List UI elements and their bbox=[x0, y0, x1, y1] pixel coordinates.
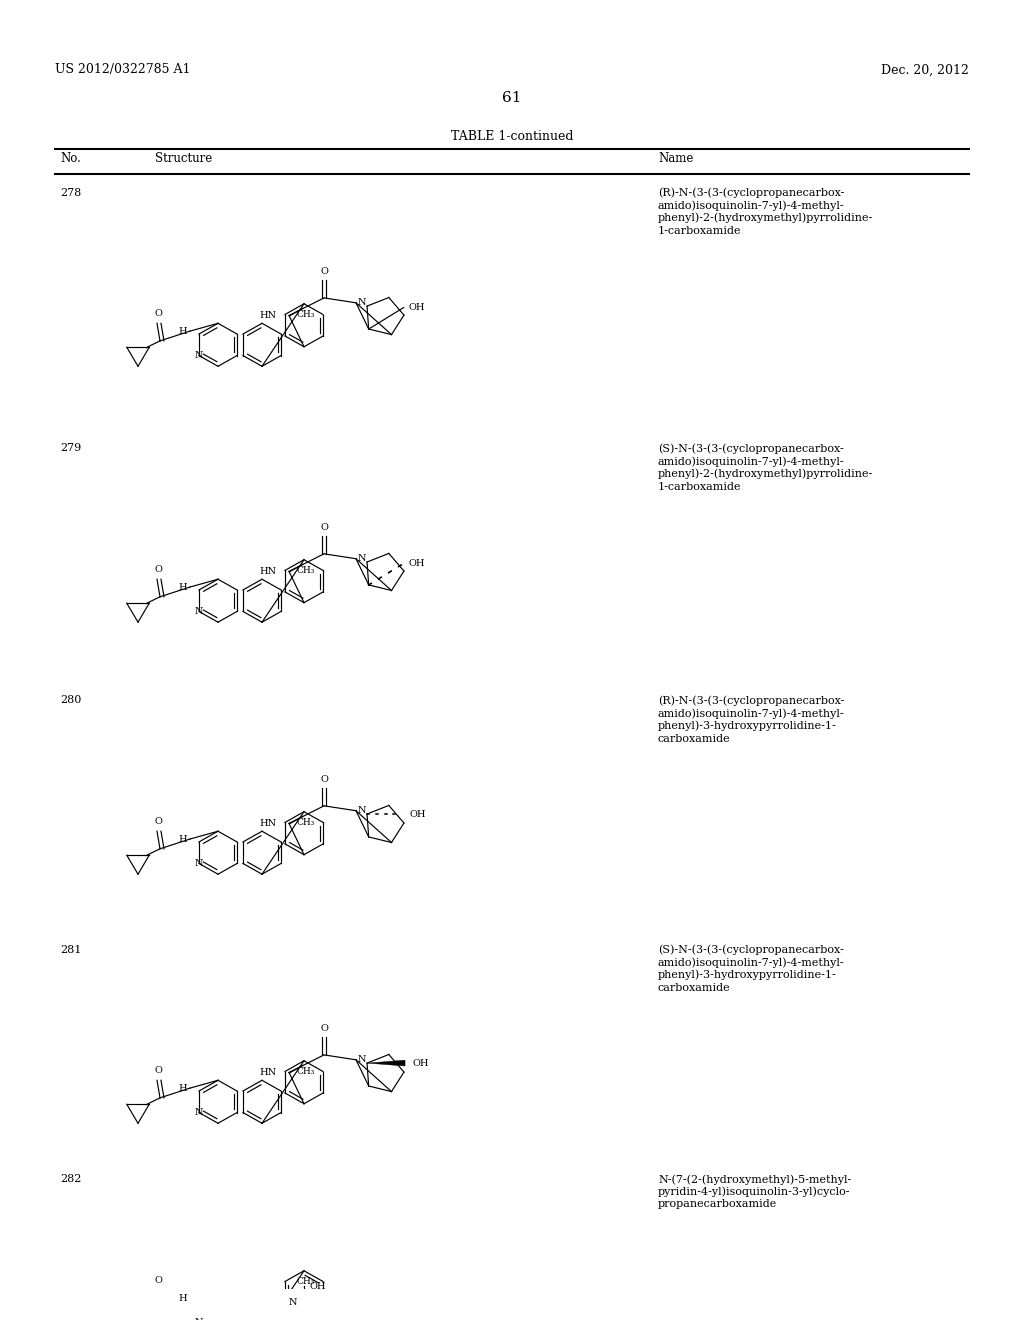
Text: N: N bbox=[195, 607, 203, 616]
Text: Name: Name bbox=[658, 152, 693, 165]
Text: US 2012/0322785 A1: US 2012/0322785 A1 bbox=[55, 63, 190, 77]
Text: carboxamide: carboxamide bbox=[658, 982, 731, 993]
Text: (R)-N-(3-(3-(cyclopropanecarbox-: (R)-N-(3-(3-(cyclopropanecarbox- bbox=[658, 187, 845, 198]
Text: Structure: Structure bbox=[155, 152, 212, 165]
Text: H: H bbox=[178, 582, 187, 591]
Text: (S)-N-(3-(3-(cyclopropanecarbox-: (S)-N-(3-(3-(cyclopropanecarbox- bbox=[658, 945, 844, 956]
Text: amido)isoquinolin-7-yl)-4-methyl-: amido)isoquinolin-7-yl)-4-methyl- bbox=[658, 957, 845, 968]
Text: phenyl)-3-hydroxypyrrolidine-1-: phenyl)-3-hydroxypyrrolidine-1- bbox=[658, 721, 837, 731]
Text: No.: No. bbox=[60, 152, 81, 165]
Text: OH: OH bbox=[409, 304, 425, 312]
Text: Dec. 20, 2012: Dec. 20, 2012 bbox=[881, 63, 969, 77]
Text: (S)-N-(3-(3-(cyclopropanecarbox-: (S)-N-(3-(3-(cyclopropanecarbox- bbox=[658, 444, 844, 454]
Text: HN: HN bbox=[260, 312, 278, 319]
Text: HN: HN bbox=[260, 566, 278, 576]
Text: OH: OH bbox=[409, 558, 425, 568]
Text: phenyl)-3-hydroxypyrrolidine-1-: phenyl)-3-hydroxypyrrolidine-1- bbox=[658, 970, 837, 981]
Text: amido)isoquinolin-7-yl)-4-methyl-: amido)isoquinolin-7-yl)-4-methyl- bbox=[658, 201, 845, 211]
Text: carboxamide: carboxamide bbox=[658, 734, 731, 743]
Text: H: H bbox=[178, 1084, 187, 1093]
Text: N: N bbox=[195, 1319, 203, 1320]
Text: N: N bbox=[358, 807, 367, 816]
Text: amido)isoquinolin-7-yl)-4-methyl-: amido)isoquinolin-7-yl)-4-methyl- bbox=[658, 708, 845, 718]
Text: H: H bbox=[178, 834, 187, 843]
Text: CH₃: CH₃ bbox=[297, 566, 315, 576]
Text: N: N bbox=[195, 351, 203, 360]
Text: CH₃: CH₃ bbox=[297, 310, 315, 319]
Text: H: H bbox=[178, 326, 187, 335]
Text: N-(7-(2-(hydroxymethyl)-5-methyl-: N-(7-(2-(hydroxymethyl)-5-methyl- bbox=[658, 1173, 851, 1184]
Text: N: N bbox=[358, 554, 367, 564]
Text: N: N bbox=[195, 859, 203, 869]
Text: O: O bbox=[321, 775, 328, 784]
Text: propanecarboxamide: propanecarboxamide bbox=[658, 1200, 777, 1209]
Text: 1-carboxamide: 1-carboxamide bbox=[658, 482, 741, 491]
Text: O: O bbox=[321, 1024, 328, 1034]
Text: CH₃: CH₃ bbox=[297, 1276, 315, 1286]
Polygon shape bbox=[367, 1060, 406, 1067]
Text: O: O bbox=[154, 817, 162, 826]
Text: amido)isoquinolin-7-yl)-4-methyl-: amido)isoquinolin-7-yl)-4-methyl- bbox=[658, 457, 845, 467]
Text: CH₃: CH₃ bbox=[297, 818, 315, 826]
Text: O: O bbox=[154, 309, 162, 318]
Text: HN: HN bbox=[260, 1068, 278, 1077]
Text: OH: OH bbox=[309, 1282, 326, 1291]
Text: TABLE 1-continued: TABLE 1-continued bbox=[451, 129, 573, 143]
Text: 1-carboxamide: 1-carboxamide bbox=[658, 226, 741, 236]
Text: N: N bbox=[358, 298, 367, 308]
Text: 281: 281 bbox=[60, 945, 81, 954]
Text: CH₃: CH₃ bbox=[297, 1067, 315, 1076]
Text: pyridin-4-yl)isoquinolin-3-yl)cyclo-: pyridin-4-yl)isoquinolin-3-yl)cyclo- bbox=[658, 1187, 851, 1197]
Text: O: O bbox=[321, 268, 328, 276]
Text: O: O bbox=[321, 523, 328, 532]
Text: 279: 279 bbox=[60, 444, 81, 454]
Text: O: O bbox=[154, 565, 162, 574]
Text: N: N bbox=[195, 1107, 203, 1117]
Text: (R)-N-(3-(3-(cyclopropanecarbox-: (R)-N-(3-(3-(cyclopropanecarbox- bbox=[658, 696, 845, 706]
Text: 280: 280 bbox=[60, 696, 81, 705]
Text: phenyl)-2-(hydroxymethyl)pyrrolidine-: phenyl)-2-(hydroxymethyl)pyrrolidine- bbox=[658, 469, 873, 479]
Text: 278: 278 bbox=[60, 187, 81, 198]
Text: OH: OH bbox=[412, 1059, 428, 1068]
Text: 282: 282 bbox=[60, 1173, 81, 1184]
Text: HN: HN bbox=[260, 818, 278, 828]
Text: OH: OH bbox=[409, 809, 426, 818]
Text: 61: 61 bbox=[502, 91, 522, 104]
Text: O: O bbox=[154, 1276, 162, 1286]
Text: N: N bbox=[358, 1055, 367, 1064]
Text: phenyl)-2-(hydroxymethyl)pyrrolidine-: phenyl)-2-(hydroxymethyl)pyrrolidine- bbox=[658, 213, 873, 223]
Text: N: N bbox=[289, 1299, 297, 1308]
Text: O: O bbox=[154, 1067, 162, 1076]
Text: H: H bbox=[178, 1294, 187, 1303]
